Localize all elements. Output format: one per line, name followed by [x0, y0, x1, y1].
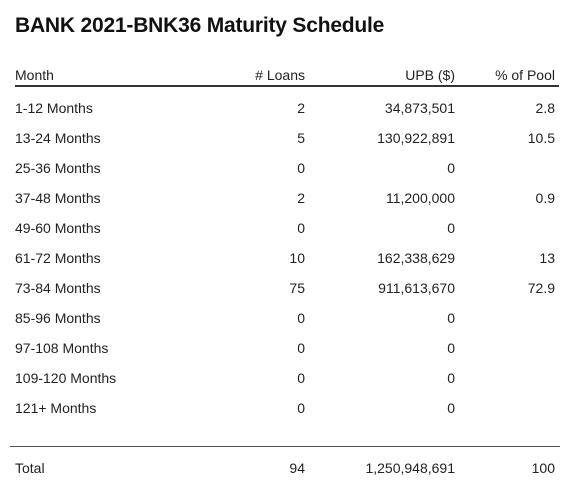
header-upb: UPB ($): [405, 67, 455, 83]
total-divider: [10, 446, 560, 447]
cell-month: 73-84 Months: [15, 280, 101, 296]
table-row: 13-24 Months 5 130,922,891 10.5: [15, 123, 559, 153]
cell-loans: 0: [297, 370, 305, 386]
header-month: Month: [15, 67, 54, 83]
cell-loans: 5: [297, 130, 305, 146]
total-row: Total 94 1,250,948,691 100: [15, 453, 559, 483]
total-pct: 100: [531, 460, 555, 476]
total-label: Total: [15, 460, 45, 476]
table-row: 37-48 Months 2 11,200,000 0.9: [15, 183, 559, 213]
maturity-table: Month # Loans UPB ($) % of Pool 1-12 Mon…: [15, 66, 559, 423]
cell-pct: 72.9: [527, 280, 555, 296]
cell-upb: 0: [447, 160, 455, 176]
cell-loans: 0: [297, 220, 305, 236]
table-row: 109-120 Months 0 0: [15, 363, 559, 393]
cell-pct: 2.8: [535, 100, 555, 116]
cell-month: 109-120 Months: [15, 370, 117, 386]
cell-upb: 0: [447, 400, 455, 416]
table-row: 49-60 Months 0 0: [15, 213, 559, 243]
total-upb: 1,250,948,691: [365, 460, 455, 476]
cell-month: 1-12 Months: [15, 100, 93, 116]
table-header: Month # Loans UPB ($) % of Pool: [15, 66, 559, 87]
cell-upb: 11,200,000: [385, 190, 455, 206]
cell-month: 25-36 Months: [15, 160, 101, 176]
header-loans: # Loans: [255, 67, 305, 83]
cell-loans: 10: [289, 250, 305, 266]
cell-pct: 10.5: [527, 130, 555, 146]
cell-loans: 0: [297, 160, 305, 176]
cell-upb: 34,873,501: [384, 100, 455, 116]
total-loans: 94: [289, 460, 305, 476]
cell-month: 121+ Months: [15, 400, 97, 416]
table-row: 121+ Months 0 0: [15, 393, 559, 423]
cell-loans: 75: [289, 280, 305, 296]
cell-loans: 0: [297, 400, 305, 416]
cell-month: 13-24 Months: [15, 130, 101, 146]
page-title: BANK 2021-BNK36 Maturity Schedule: [15, 14, 385, 37]
cell-pct: 13: [539, 250, 555, 266]
cell-loans: 2: [297, 190, 305, 206]
cell-month: 61-72 Months: [15, 250, 101, 266]
cell-pct: 0.9: [535, 190, 555, 206]
table-row: 61-72 Months 10 162,338,629 13: [15, 243, 559, 273]
header-pct: % of Pool: [495, 67, 555, 83]
cell-loans: 0: [297, 340, 305, 356]
cell-upb: 162,338,629: [377, 250, 455, 266]
table-body: 1-12 Months 2 34,873,501 2.8 13-24 Month…: [15, 87, 559, 423]
cell-month: 97-108 Months: [15, 340, 109, 356]
cell-month: 37-48 Months: [15, 190, 101, 206]
cell-upb: 0: [447, 220, 455, 236]
cell-loans: 2: [297, 100, 305, 116]
table-row: 25-36 Months 0 0: [15, 153, 559, 183]
cell-upb: 0: [447, 310, 455, 326]
cell-month: 85-96 Months: [15, 310, 101, 326]
cell-loans: 0: [297, 310, 305, 326]
cell-upb: 911,613,670: [378, 280, 455, 296]
cell-upb: 130,922,891: [377, 130, 455, 146]
table-row: 85-96 Months 0 0: [15, 303, 559, 333]
table-row: 1-12 Months 2 34,873,501 2.8: [15, 93, 559, 123]
table-row: 97-108 Months 0 0: [15, 333, 559, 363]
table-row: 73-84 Months 75 911,613,670 72.9: [15, 273, 559, 303]
cell-month: 49-60 Months: [15, 220, 101, 236]
cell-upb: 0: [447, 340, 455, 356]
cell-upb: 0: [447, 370, 455, 386]
